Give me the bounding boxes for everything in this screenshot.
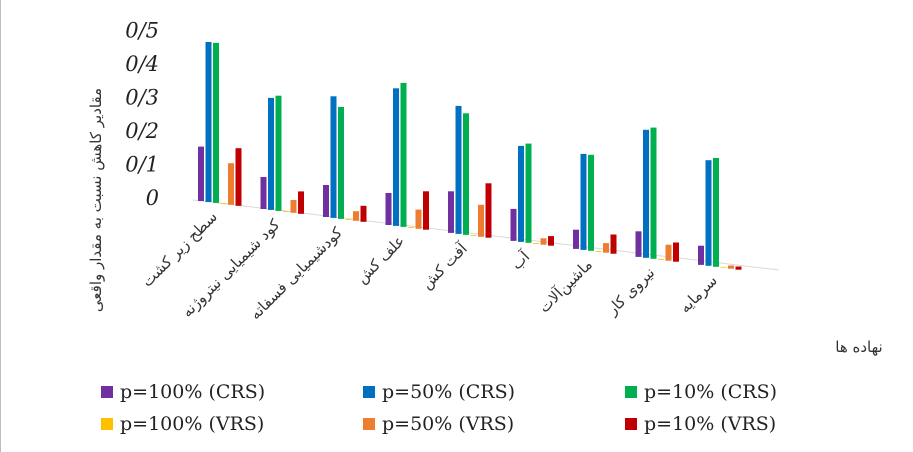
bar (400, 82, 407, 227)
x-tick-label: آفت کش (418, 239, 472, 293)
bar (415, 209, 422, 229)
y-tick-label: 0 (146, 186, 159, 210)
y-axis-ticks: 0 0/1 0/2 0/3 0/4 0/5 (125, 19, 159, 211)
bar (213, 42, 219, 203)
bar (673, 242, 679, 262)
bar (283, 211, 289, 212)
bar (298, 191, 304, 214)
bar (408, 227, 414, 228)
bar (588, 154, 594, 251)
x-tick-label: آب (508, 247, 534, 273)
bar (525, 143, 532, 243)
bar (635, 231, 642, 257)
y-tick-label: 0/4 (125, 52, 159, 76)
bar-chart: 0 0/1 0/2 0/3 0/4 0/5 مقادیر کاهش نسبت به مقد… (87, 19, 883, 357)
bar (338, 106, 344, 219)
bar (198, 146, 204, 201)
bar (235, 148, 242, 206)
bar (260, 177, 267, 209)
x-tick-label: ماشین‌آلات (535, 256, 596, 317)
legend-label: p=100% (VRS) (120, 413, 265, 435)
bar (205, 42, 212, 202)
legend-swatch (363, 418, 375, 430)
bar (720, 266, 727, 268)
bar (330, 96, 337, 218)
bar (463, 113, 469, 235)
legend-label: p=10% (VRS) (644, 413, 777, 435)
legend-swatch (101, 418, 113, 430)
legend-label: p=50% (VRS) (382, 413, 515, 435)
bar (423, 191, 429, 230)
legend-label: p=10% (CRS) (644, 381, 778, 403)
legend-item: p=50% (VRS) (363, 413, 625, 435)
bar (518, 145, 524, 242)
bar (540, 238, 547, 245)
legend-item: p=100% (CRS) (101, 381, 363, 403)
bars-group (198, 42, 742, 270)
bar (573, 229, 579, 249)
bar (385, 193, 392, 225)
bar (478, 204, 484, 237)
bar (533, 243, 539, 244)
legend-item: p=10% (VRS) (625, 413, 861, 435)
legend-item: p=50% (CRS) (363, 381, 625, 403)
bar (728, 265, 734, 269)
legend-item: p=100% (VRS) (101, 413, 363, 435)
bar (345, 219, 352, 220)
y-axis-title: مقادیر کاهش نسبت به مقدار واقعی (87, 88, 105, 312)
legend-swatch (101, 386, 113, 398)
bar (290, 200, 297, 213)
bar (610, 234, 617, 254)
x-tick-label: علف کش (353, 232, 408, 287)
bar (580, 153, 587, 250)
legend-swatch (625, 418, 637, 430)
legend-swatch (363, 386, 375, 398)
bar (650, 127, 657, 259)
bar (323, 185, 329, 217)
bar (548, 236, 554, 246)
bar (595, 251, 602, 252)
bar (275, 95, 282, 211)
x-tick-label: سرمایه (676, 272, 721, 317)
y-tick-label: 0/5 (125, 19, 159, 43)
bar (353, 211, 359, 221)
y-tick-label: 0/1 (125, 153, 159, 177)
bar (643, 129, 649, 258)
bar (268, 97, 274, 210)
bar (658, 259, 664, 260)
legend-label: p=100% (CRS) (120, 381, 266, 403)
bar (393, 88, 399, 226)
legend-label: p=50% (CRS) (382, 381, 516, 403)
y-tick-label: 0/2 (125, 119, 159, 143)
bar (220, 203, 227, 204)
bar (698, 245, 704, 265)
bar (705, 160, 712, 266)
bar (510, 208, 517, 241)
bar (735, 266, 742, 270)
bar (360, 205, 367, 222)
legend-swatch (625, 386, 637, 398)
legend: p=100% (CRS) p=50% (CRS) p=10% (CRS) p=100%… (101, 381, 861, 435)
legend-item: p=10% (CRS) (625, 381, 861, 403)
bar (665, 244, 672, 261)
bar (603, 243, 609, 253)
bar (713, 158, 719, 267)
bar (485, 183, 492, 238)
bar (455, 105, 462, 234)
x-axis-title: نهاده ها (835, 338, 882, 356)
bar (470, 235, 477, 236)
bar (448, 191, 454, 233)
bar (228, 163, 234, 205)
x-tick-label: نیروی کار (603, 264, 659, 320)
y-tick-label: 0/3 (125, 86, 159, 110)
